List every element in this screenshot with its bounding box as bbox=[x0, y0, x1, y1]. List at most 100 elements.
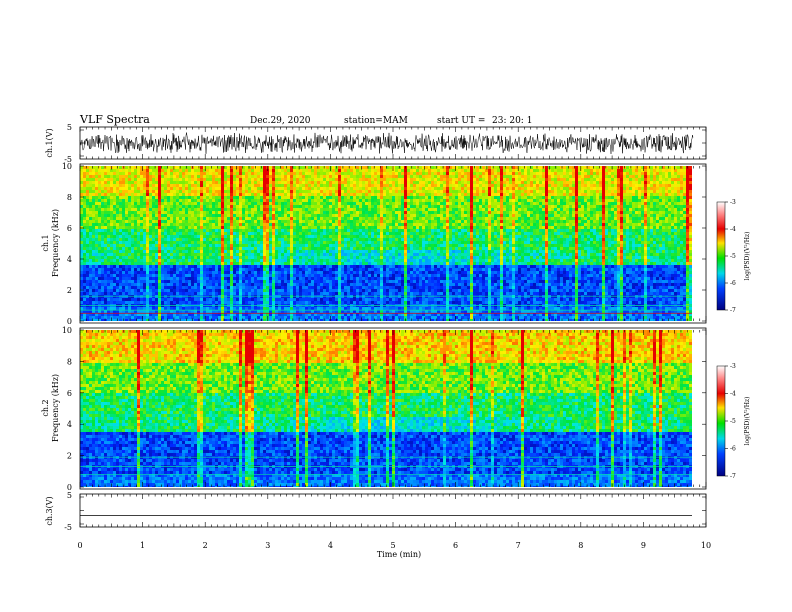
spectrogram-cell bbox=[602, 211, 605, 214]
spectrogram-cell bbox=[323, 190, 326, 193]
spectrogram-cell bbox=[422, 178, 425, 181]
spectrogram-cell bbox=[548, 169, 551, 172]
spectrogram-cell bbox=[125, 235, 128, 238]
spectrogram-cell bbox=[530, 187, 533, 190]
spectrogram-cell bbox=[314, 223, 317, 226]
spectrogram-cell bbox=[467, 187, 470, 190]
spectrogram-cell bbox=[608, 193, 611, 196]
spectrogram-cell bbox=[95, 202, 98, 205]
spectrogram-cell bbox=[452, 187, 455, 190]
spectrogram-cell bbox=[485, 193, 488, 196]
spectrogram-cell bbox=[353, 232, 356, 235]
spectrogram-cell bbox=[227, 184, 230, 187]
spectrogram-cell bbox=[548, 181, 551, 184]
spectrogram-cell bbox=[188, 169, 191, 172]
spectrogram-cell bbox=[467, 211, 470, 214]
spectrogram-cell bbox=[167, 169, 170, 172]
spectrogram-cell bbox=[665, 214, 668, 217]
spectrogram-cell bbox=[563, 169, 566, 172]
spectrogram-cell bbox=[290, 190, 293, 193]
spectrogram-cell bbox=[98, 190, 101, 193]
spectrogram-cell bbox=[200, 178, 203, 181]
spectrogram-cell bbox=[503, 220, 506, 223]
spectrogram-cell bbox=[266, 190, 269, 193]
spectrogram-cell bbox=[434, 175, 437, 178]
spectrogram-cell bbox=[269, 214, 272, 217]
spectrogram-cell bbox=[128, 211, 131, 214]
spectrogram-cell bbox=[602, 175, 605, 178]
spectrogram-cell bbox=[560, 190, 563, 193]
spectrogram-cell bbox=[272, 181, 275, 184]
spectrogram-cell bbox=[362, 226, 365, 229]
spectrogram-cell bbox=[377, 184, 380, 187]
spectrogram-cell bbox=[608, 172, 611, 175]
spectrogram-cell bbox=[197, 172, 200, 175]
spectrogram-cell bbox=[647, 217, 650, 220]
spectrogram-cell bbox=[500, 208, 503, 211]
spectrogram-cell bbox=[527, 172, 530, 175]
spectrogram-cell bbox=[287, 169, 290, 172]
spectrogram-cell bbox=[314, 172, 317, 175]
spectrogram-cell bbox=[437, 232, 440, 235]
spectrogram-cell bbox=[347, 205, 350, 208]
spectrogram-cell bbox=[395, 220, 398, 223]
spectrogram-cell bbox=[344, 232, 347, 235]
spectrogram-cell bbox=[632, 169, 635, 172]
spectrogram-cell bbox=[374, 214, 377, 217]
spectrogram-cell bbox=[335, 187, 338, 190]
spectrogram-cell bbox=[536, 220, 539, 223]
spectrogram-cell bbox=[458, 205, 461, 208]
spectrogram-cell bbox=[368, 181, 371, 184]
spectrogram-cell bbox=[122, 181, 125, 184]
spectrogram-cell bbox=[482, 211, 485, 214]
spectrogram-cell bbox=[536, 184, 539, 187]
spectrogram-cell bbox=[470, 220, 473, 223]
spectrogram-cell bbox=[383, 166, 386, 169]
spectrogram-cell bbox=[614, 229, 617, 232]
spectrogram-cell bbox=[320, 229, 323, 232]
spectrogram-cell bbox=[422, 175, 425, 178]
spectrogram-cell bbox=[536, 205, 539, 208]
spectrogram-cell bbox=[272, 172, 275, 175]
spectrogram-cell bbox=[191, 196, 194, 199]
spectrogram-cell bbox=[332, 193, 335, 196]
spectrogram-cell bbox=[665, 178, 668, 181]
spectrogram-cell bbox=[320, 193, 323, 196]
spectrogram-cell bbox=[239, 211, 242, 214]
spectrogram-cell bbox=[476, 190, 479, 193]
spectrogram-cell bbox=[419, 223, 422, 226]
spectrogram-cell bbox=[338, 232, 341, 235]
spectrogram-cell bbox=[536, 214, 539, 217]
spectrogram-cell bbox=[206, 181, 209, 184]
spectrogram-cell bbox=[518, 169, 521, 172]
spectrogram-cell bbox=[584, 223, 587, 226]
spectrogram-cell bbox=[80, 181, 83, 184]
spectrogram-cell bbox=[299, 220, 302, 223]
spectrogram-cell bbox=[224, 199, 227, 202]
spectrogram-cell bbox=[305, 199, 308, 202]
spectrogram-cell bbox=[164, 229, 167, 232]
spectrogram-cell bbox=[275, 232, 278, 235]
spectrogram-cell bbox=[101, 232, 104, 235]
spectrogram-cell bbox=[620, 202, 623, 205]
spectrogram-cell bbox=[161, 184, 164, 187]
spectrogram-cell bbox=[569, 175, 572, 178]
spectrogram-cell bbox=[488, 199, 491, 202]
spectrogram-cell bbox=[626, 199, 629, 202]
spectrogram-cell bbox=[521, 205, 524, 208]
spectrogram-cell bbox=[257, 220, 260, 223]
spectrogram-cell bbox=[140, 235, 143, 238]
spectrogram-cell bbox=[386, 226, 389, 229]
spectrogram-cell bbox=[224, 229, 227, 232]
spectrogram-cell bbox=[395, 202, 398, 205]
spectrogram-cell bbox=[533, 178, 536, 181]
spectrogram-cell bbox=[227, 205, 230, 208]
spectrogram-cell bbox=[539, 175, 542, 178]
spectrogram-cell bbox=[542, 190, 545, 193]
spectrogram-cell bbox=[329, 229, 332, 232]
spectrogram-cell bbox=[332, 166, 335, 169]
spectrogram-cell bbox=[161, 175, 164, 178]
spectrogram-cell bbox=[290, 184, 293, 187]
spectrogram-cell bbox=[89, 226, 92, 229]
spectrogram-cell bbox=[239, 184, 242, 187]
